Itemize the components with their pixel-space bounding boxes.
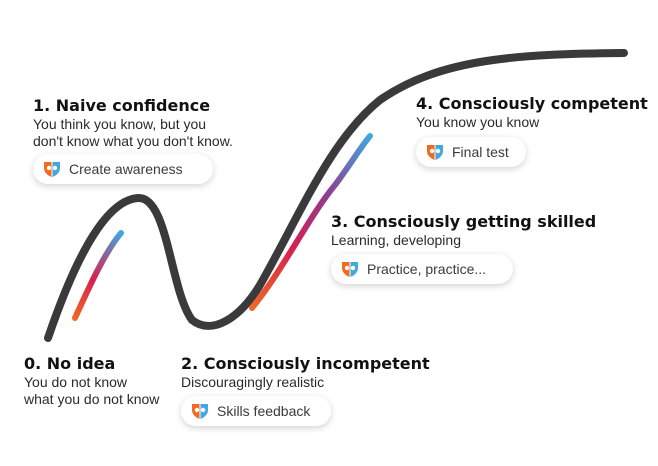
create-awareness-button[interactable]: Create awareness <box>33 154 213 184</box>
stage-consciously-getting-skilled: 3. Consciously getting skilled Learning,… <box>331 212 596 249</box>
practice-button[interactable]: Practice, practice... <box>331 254 513 284</box>
final-test-button[interactable]: Final test <box>416 137 526 167</box>
stage-description-line: You do not know <box>24 374 128 390</box>
pill-label: Skills feedback <box>217 403 311 419</box>
stage-title: 1. Naive confidence <box>33 96 211 115</box>
stage-description-line: Discouragingly realistic <box>181 374 325 390</box>
stage-description-line: You think you know, but you <box>33 116 207 132</box>
stage-title: 0. No idea <box>24 354 116 373</box>
stage-title: 4. Consciously competent <box>416 94 648 113</box>
pill-label: Practice, practice... <box>367 261 487 277</box>
stage-title: 3. Consciously getting skilled <box>331 212 597 231</box>
progress-gradient-stroke-early <box>72 230 124 321</box>
stage-no-idea: 0. No idea You do not know what you do n… <box>24 354 159 408</box>
brand-shield-logo-icon <box>192 404 208 419</box>
stage-consciously-competent: 4. Consciously competent You know you kn… <box>416 94 648 131</box>
stage-naive-confidence: 1. Naive confidence You think you know, … <box>33 96 233 150</box>
stage-title: 2. Consciously incompetent <box>181 354 430 373</box>
stage-description-line: Learning, developing <box>331 232 461 248</box>
pill-label: Create awareness <box>69 161 183 177</box>
competence-curve <box>44 49 628 342</box>
brand-shield-logo-icon <box>44 162 60 177</box>
brand-shield-logo-icon <box>427 145 443 160</box>
stage-description-line: don't know what you don't know. <box>33 133 233 149</box>
skills-feedback-button[interactable]: Skills feedback <box>181 396 331 426</box>
stage-consciously-incompetent: 2. Consciously incompetent Discouragingl… <box>181 354 430 391</box>
pill-label: Final test <box>452 144 509 160</box>
progress-gradient-stroke-main <box>249 133 373 311</box>
stage-description-line: You know you know <box>416 114 540 130</box>
brand-shield-logo-icon <box>342 262 358 277</box>
stage-description-line: what you do not know <box>24 391 160 407</box>
